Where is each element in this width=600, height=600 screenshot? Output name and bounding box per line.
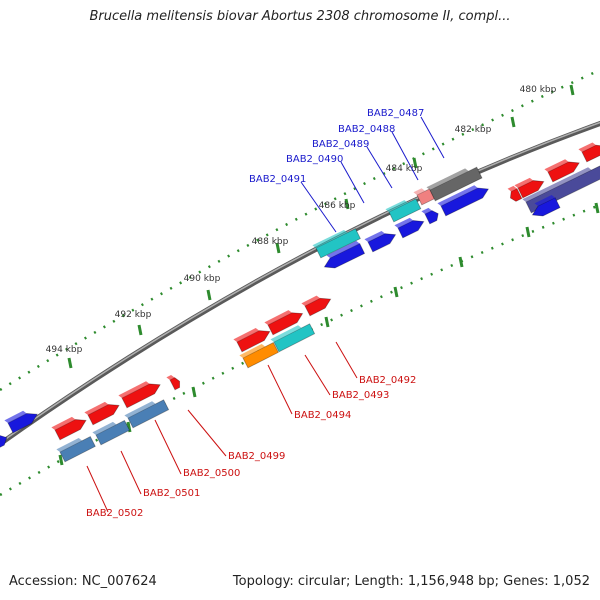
gene-layer bbox=[0, 138, 600, 463]
gene-forward[interactable] bbox=[264, 305, 305, 336]
gene-callout-line bbox=[304, 354, 331, 396]
backbone-highlight bbox=[0, 121, 600, 444]
major-tick bbox=[206, 289, 212, 301]
topology-text: Topology: circular; Length: 1,156,948 bp… bbox=[232, 574, 590, 589]
gene-label[interactable]: BAB2_0501 bbox=[143, 488, 200, 499]
inner-major-tick bbox=[191, 386, 197, 398]
inner-major-tick bbox=[594, 202, 600, 214]
gene-label[interactable]: BAB2_0487 bbox=[367, 108, 424, 119]
major-tick bbox=[510, 116, 516, 128]
tick-label: 494 kbp bbox=[46, 345, 83, 355]
major-tick bbox=[67, 357, 73, 369]
gene-reverse[interactable] bbox=[437, 180, 490, 217]
gene-reverse[interactable] bbox=[320, 240, 366, 272]
gene-forward[interactable] bbox=[506, 185, 523, 203]
gene-reverse[interactable] bbox=[364, 226, 398, 253]
gene-reverse[interactable] bbox=[421, 205, 440, 225]
gene-callout-line bbox=[120, 450, 142, 495]
gene-label[interactable]: BAB2_0490 bbox=[286, 154, 343, 165]
backbone-ring bbox=[0, 120, 600, 447]
gene-label[interactable]: BAB2_0499 bbox=[228, 451, 285, 462]
map-title: Brucella melitensis biovar Abortus 2308 … bbox=[89, 9, 511, 24]
major-tick bbox=[275, 242, 281, 254]
gene-label[interactable]: BAB2_0488 bbox=[338, 124, 395, 135]
tick-label: 490 kbp bbox=[184, 274, 221, 284]
gene-label[interactable]: BAB2_0489 bbox=[312, 139, 369, 150]
gene-grey[interactable] bbox=[426, 164, 483, 202]
major-tick bbox=[344, 198, 350, 210]
tick-label: 486 kbp bbox=[319, 201, 356, 211]
tick-label: 482 kbp bbox=[455, 125, 492, 135]
tick-label: 484 kbp bbox=[386, 164, 423, 174]
major-tick bbox=[137, 324, 143, 336]
gene-steel[interactable] bbox=[56, 433, 96, 463]
gene-steel[interactable] bbox=[124, 396, 170, 429]
accession-text: Accession: NC_007624 bbox=[9, 574, 157, 589]
inner-major-tick bbox=[525, 226, 531, 238]
tick-label: 480 kbp bbox=[520, 85, 557, 95]
tick-label: 492 kbp bbox=[115, 310, 152, 320]
ring-layer bbox=[0, 68, 600, 497]
inner-major-tick bbox=[58, 454, 64, 466]
gene-reverse[interactable] bbox=[4, 406, 39, 434]
gene-callout-line bbox=[154, 419, 182, 475]
gene-cyan[interactable] bbox=[385, 195, 422, 223]
major-tick bbox=[569, 84, 575, 96]
gene-callout-line bbox=[187, 409, 227, 457]
gene-label[interactable]: BAB2_0502 bbox=[86, 508, 143, 519]
inner-major-tick bbox=[393, 286, 399, 298]
gene-callout-line bbox=[420, 116, 445, 159]
label-layer: 480 kbp 482 kbp 484 kbp 486 kbp 488 kbp 490 k… bbox=[46, 85, 557, 519]
major-tick bbox=[412, 157, 418, 169]
gene-callout-line bbox=[267, 364, 293, 415]
gene-label[interactable]: BAB2_0491 bbox=[249, 174, 306, 185]
gene-cyan[interactable] bbox=[312, 225, 361, 259]
inner-major-tick bbox=[458, 256, 464, 268]
gene-cyan[interactable] bbox=[270, 320, 316, 353]
gene-callout-line bbox=[335, 341, 358, 379]
inner-tick-ring bbox=[0, 203, 600, 497]
tick-label: 488 kbp bbox=[252, 237, 289, 247]
gene-label[interactable]: BAB2_0492 bbox=[359, 375, 416, 386]
gene-reverse[interactable] bbox=[0, 429, 9, 451]
gene-forward[interactable] bbox=[578, 138, 600, 163]
gene-callout-line bbox=[366, 146, 393, 189]
gene-callout-line bbox=[340, 161, 365, 204]
gene-label[interactable]: BAB2_0494 bbox=[294, 410, 351, 421]
gene-forward[interactable] bbox=[301, 291, 333, 317]
gene-forward[interactable] bbox=[51, 412, 88, 441]
gene-forward[interactable] bbox=[84, 397, 121, 426]
gene-label[interactable]: BAB2_0500 bbox=[183, 468, 240, 479]
gene-orange[interactable] bbox=[239, 339, 279, 369]
gene-forward[interactable] bbox=[233, 323, 272, 353]
inner-major-tick bbox=[126, 421, 132, 433]
gene-reverse[interactable] bbox=[528, 194, 561, 220]
inner-major-tick bbox=[324, 316, 330, 328]
gene-forward[interactable] bbox=[514, 173, 546, 199]
gene-callout-line bbox=[300, 181, 337, 233]
gene-steel[interactable] bbox=[92, 417, 131, 446]
gene-callout-line bbox=[86, 465, 109, 513]
gene-forward[interactable] bbox=[166, 373, 182, 391]
gene-reverse[interactable] bbox=[394, 213, 426, 239]
gene-forward[interactable] bbox=[118, 376, 162, 409]
gene-forward[interactable] bbox=[544, 154, 581, 183]
outer-tick-ring bbox=[0, 68, 600, 392]
gene-callout-line bbox=[391, 131, 419, 181]
gene-label[interactable]: BAB2_0493 bbox=[332, 390, 389, 401]
